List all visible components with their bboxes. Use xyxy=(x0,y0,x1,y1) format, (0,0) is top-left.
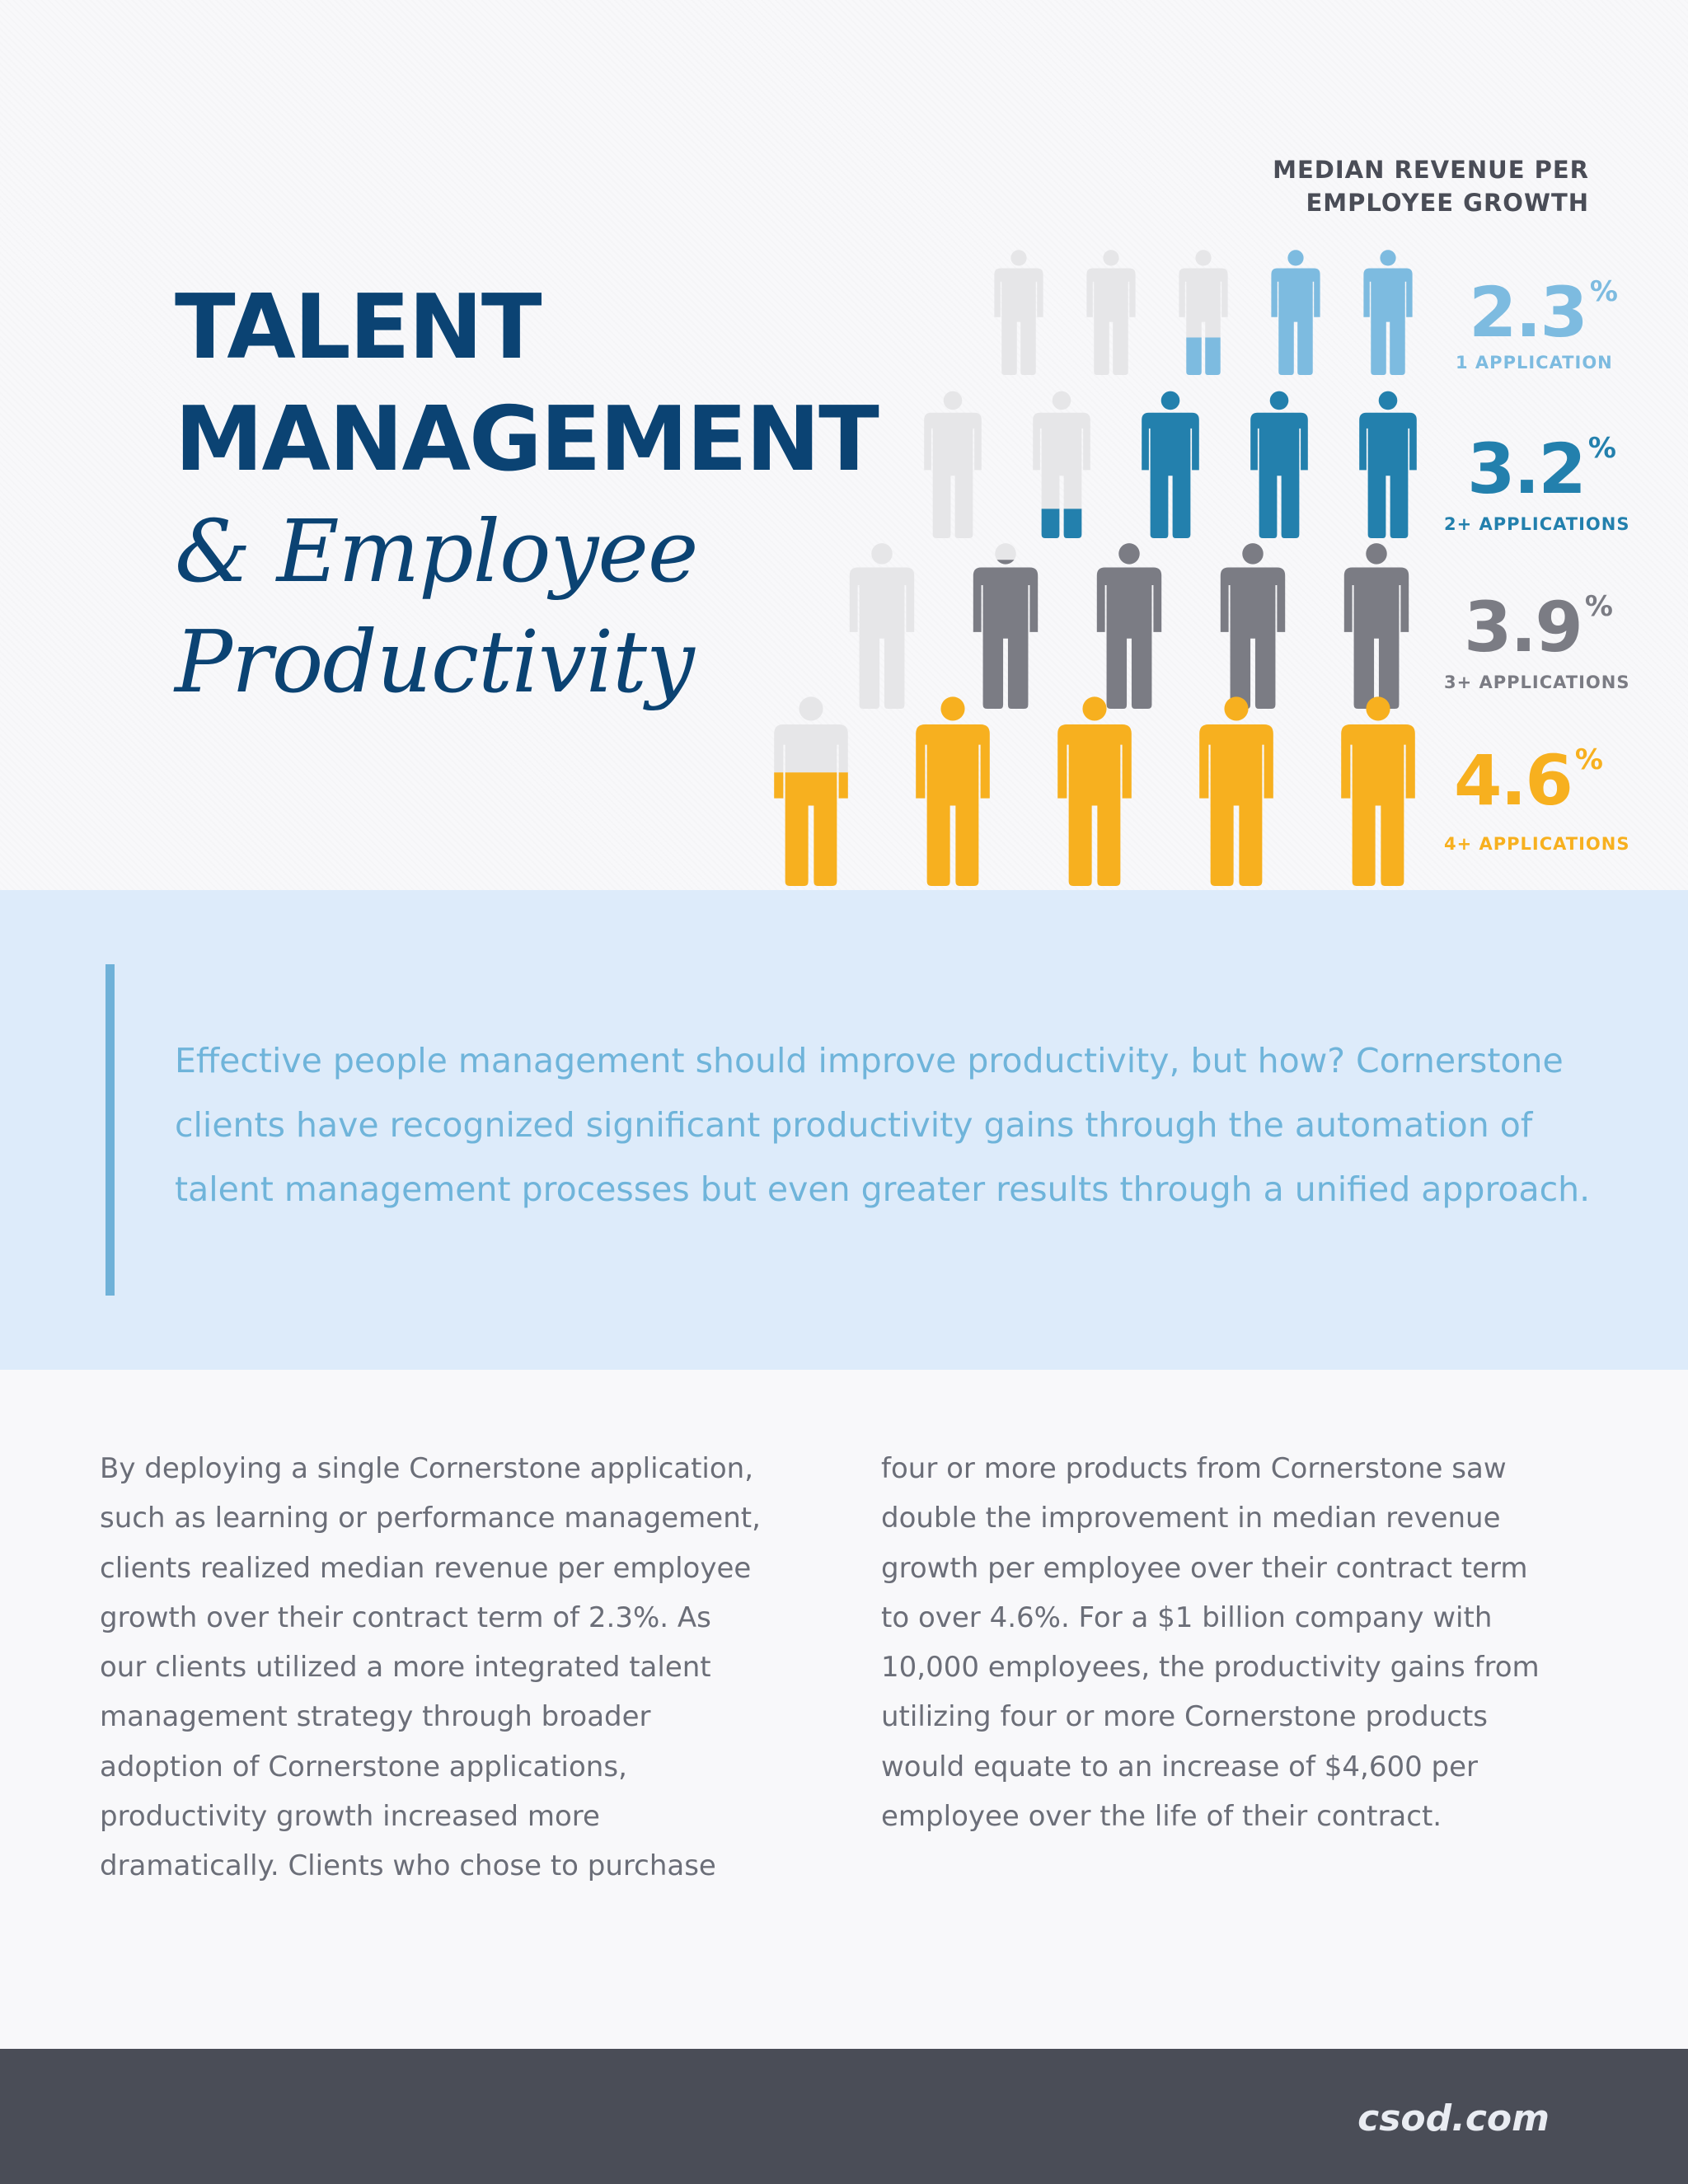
body-line: double the improvement in median revenue xyxy=(881,1502,1501,1535)
chart-title-line-1: MEDIAN REVENUE PER xyxy=(1273,156,1589,184)
person-figure xyxy=(1179,250,1228,375)
title-line-2: MANAGEMENT xyxy=(175,388,879,491)
value-label: 4.6% xyxy=(1454,740,1603,821)
person-figure xyxy=(1142,391,1199,538)
chart-title-line-2: EMPLOYEE GROWTH xyxy=(1306,189,1589,217)
person-figure xyxy=(924,391,982,538)
body-column-right: four or more products from Cornerstone s… xyxy=(881,1444,1540,1841)
value-number: 4.6 xyxy=(1454,740,1573,821)
quote-band xyxy=(0,890,1688,1370)
body-line: growth over their contract term of 2.3%.… xyxy=(100,1601,711,1634)
footer-site-link[interactable]: csod.com xyxy=(1357,2097,1550,2139)
page-title: TALENT MANAGEMENT & Employee Productivit… xyxy=(175,272,879,717)
person-figure xyxy=(1220,543,1286,709)
body-column-left: By deploying a single Cornerstone applic… xyxy=(100,1444,761,1891)
person-figure xyxy=(973,543,1039,709)
title-line-4: Productivity xyxy=(175,612,695,712)
person-figure xyxy=(1096,543,1162,709)
body-line: such as learning or performance manageme… xyxy=(100,1502,761,1535)
title-line-1: TALENT xyxy=(175,276,542,379)
person-figure xyxy=(1271,250,1320,375)
body-line: adoption of Cornerstone applications, xyxy=(100,1750,627,1783)
percent-sign: % xyxy=(1587,432,1616,465)
person-figure xyxy=(1363,250,1413,375)
body-line: management strategy through broader xyxy=(100,1700,651,1734)
body-line: utilizing four or more Cornerstone produ… xyxy=(881,1700,1488,1734)
body-line: growth per employee over their contract … xyxy=(881,1551,1528,1585)
pictogram-chart xyxy=(774,250,1417,887)
body-line: clients realized median revenue per empl… xyxy=(100,1551,752,1585)
body-line: to over 4.6%. For a $1 billion company w… xyxy=(881,1601,1493,1634)
value-number: 2.3 xyxy=(1469,272,1588,353)
value-number: 3.2 xyxy=(1467,429,1587,509)
person-figure xyxy=(849,543,915,709)
percent-sign: % xyxy=(1589,275,1618,308)
quote-line-3: talent management processes but even gre… xyxy=(175,1169,1591,1209)
body-line: four or more products from Cornerstone s… xyxy=(881,1452,1507,1485)
chart-title: MEDIAN REVENUE PER EMPLOYEE GROWTH xyxy=(1177,153,1589,219)
person-figure xyxy=(1250,391,1308,538)
person-figure xyxy=(1359,391,1417,538)
percent-sign: % xyxy=(1584,590,1613,623)
person-figure xyxy=(1057,696,1132,886)
body-line: would equate to an increase of $4,600 pe… xyxy=(881,1750,1479,1783)
body-line: our clients utilized a more integrated t… xyxy=(100,1651,711,1685)
quote-line-1: Effective people management should impro… xyxy=(175,1041,1564,1080)
title-line-3: & Employee xyxy=(175,501,698,602)
value-number: 3.9 xyxy=(1464,587,1583,668)
value-label: 3.9% xyxy=(1464,587,1613,668)
person-figure xyxy=(1341,696,1415,886)
person-figure xyxy=(994,250,1043,375)
person-figure xyxy=(774,696,848,887)
person-figure xyxy=(1086,250,1136,375)
body-line: productivity growth increased more xyxy=(100,1800,600,1834)
person-figure xyxy=(916,696,990,886)
category-label: 2+ APPLICATIONS xyxy=(1444,514,1630,534)
person-figure xyxy=(1199,696,1273,886)
category-label: 4+ APPLICATIONS xyxy=(1444,834,1630,854)
quote-accent-bar xyxy=(106,964,115,1296)
footer-bar xyxy=(0,2049,1688,2184)
percent-sign: % xyxy=(1574,743,1603,776)
value-label: 3.2% xyxy=(1467,429,1616,509)
pull-quote: Effective people management should impro… xyxy=(175,1029,1625,1221)
body-line: By deploying a single Cornerstone applic… xyxy=(100,1452,754,1485)
category-label: 3+ APPLICATIONS xyxy=(1444,673,1630,692)
body-line: 10,000 employees, the productivity gains… xyxy=(881,1651,1540,1685)
body-line: employee over the life of their contract… xyxy=(881,1800,1442,1834)
value-label: 2.3% xyxy=(1469,272,1618,353)
person-figure xyxy=(1033,391,1090,538)
quote-line-2: clients have recognized significant prod… xyxy=(175,1105,1533,1145)
category-label: 1 APPLICATION xyxy=(1456,353,1613,373)
body-line: dramatically. Clients who chose to purch… xyxy=(100,1849,716,1883)
person-figure xyxy=(1343,543,1409,709)
